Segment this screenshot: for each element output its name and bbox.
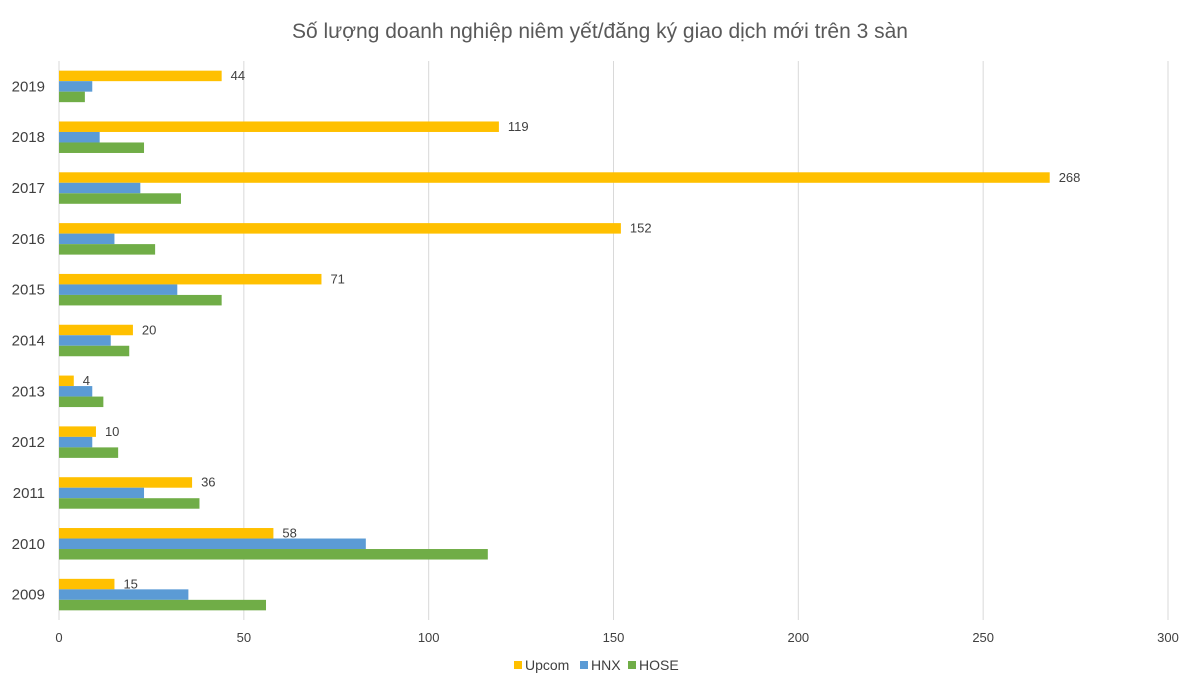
- legend-swatch-hose: [628, 661, 636, 669]
- data-label-upcom-2019: 44: [231, 68, 245, 83]
- category-label-2009: 2009: [12, 587, 45, 604]
- category-label-2014: 2014: [12, 333, 45, 350]
- bar-hnx-2018: [59, 131, 100, 143]
- bar-hose-2012: [59, 447, 119, 458]
- data-label-upcom-2010: 58: [282, 526, 296, 541]
- bar-hnx-2014: [59, 335, 111, 346]
- bar-upcom-2018: [59, 121, 499, 132]
- bar-hose-2010: [59, 549, 488, 560]
- legend-label-hnx: HNX: [591, 657, 621, 673]
- data-label-upcom-2013: 4: [83, 373, 90, 388]
- category-label-2011: 2011: [13, 485, 45, 502]
- bar-upcom-2014: [59, 324, 133, 336]
- bar-hnx-2013: [59, 386, 93, 397]
- bar-hose-2017: [59, 193, 181, 204]
- category-label-2019: 2019: [12, 78, 45, 95]
- bar-hose-2009: [59, 599, 267, 611]
- bar-hose-2015: [59, 294, 222, 306]
- data-label-upcom-2016: 152: [630, 221, 652, 236]
- bar-hnx-2017: [59, 182, 141, 194]
- bar-upcom-2013: [59, 375, 74, 387]
- legend: Upcom HNX HOSE: [514, 657, 679, 673]
- category-label-2016: 2016: [12, 231, 45, 248]
- legend-label-upcom: Upcom: [525, 657, 569, 673]
- bar-upcom-2011: [59, 477, 193, 488]
- bar-hnx-2009: [59, 589, 189, 600]
- data-labels: 44 119 268 152 71 20 4 10 36 58 15: [83, 68, 1081, 591]
- bar-upcom-2019: [59, 70, 222, 82]
- bars: [59, 70, 1050, 611]
- bar-hose-2019: [59, 91, 85, 103]
- bar-hnx-2015: [59, 284, 178, 295]
- bar-hose-2011: [59, 498, 200, 509]
- x-tick-label: 50: [237, 630, 251, 645]
- category-label-2013: 2013: [12, 383, 45, 400]
- category-label-2012: 2012: [12, 434, 45, 451]
- bar-hose-2013: [59, 396, 104, 408]
- legend-label-hose: HOSE: [639, 657, 679, 673]
- bar-upcom-2017: [59, 172, 1050, 183]
- legend-swatch-hnx: [580, 661, 588, 669]
- data-label-upcom-2018: 119: [508, 119, 529, 134]
- category-label-2017: 2017: [12, 180, 45, 197]
- category-label-2010: 2010: [12, 536, 45, 553]
- bar-upcom-2016: [59, 223, 621, 234]
- data-label-upcom-2009: 15: [123, 576, 137, 591]
- bar-hnx-2011: [59, 487, 145, 499]
- data-label-upcom-2017: 268: [1059, 170, 1081, 185]
- data-label-upcom-2015: 71: [330, 271, 344, 286]
- gridlines: [58, 61, 1169, 620]
- x-tick-label: 250: [972, 630, 994, 645]
- chart-title: Số lượng doanh nghiệp niêm yết/đăng ký g…: [292, 20, 908, 43]
- bar-upcom-2009: [59, 578, 115, 590]
- bar-hnx-2019: [59, 81, 93, 92]
- category-label-2015: 2015: [12, 282, 45, 299]
- bar-hose-2016: [59, 244, 156, 255]
- bar-upcom-2015: [59, 273, 322, 285]
- bar-hnx-2010: [59, 538, 366, 550]
- x-tick-label: 300: [1157, 630, 1179, 645]
- x-tick-label: 150: [603, 630, 625, 645]
- x-tick-label: 200: [787, 630, 809, 645]
- legend-swatch-upcom: [514, 661, 522, 669]
- value-axis: 0 50 100 150 200 250 300: [55, 630, 1178, 645]
- data-label-upcom-2014: 20: [142, 322, 156, 337]
- category-axis: 2019 2018 2017 2016 2015 2014 2013 2012 2011 2010…: [12, 78, 45, 603]
- bar-hose-2018: [59, 142, 145, 153]
- bar-hnx-2016: [59, 233, 115, 245]
- bar-hnx-2012: [59, 436, 93, 448]
- bar-hose-2014: [59, 345, 130, 357]
- x-tick-label: 100: [418, 630, 440, 645]
- category-label-2018: 2018: [12, 129, 45, 146]
- data-label-upcom-2012: 10: [105, 424, 119, 439]
- data-label-upcom-2011: 36: [201, 475, 215, 490]
- bar-upcom-2012: [59, 426, 96, 437]
- x-tick-label: 0: [55, 630, 62, 645]
- bar-upcom-2010: [59, 528, 274, 539]
